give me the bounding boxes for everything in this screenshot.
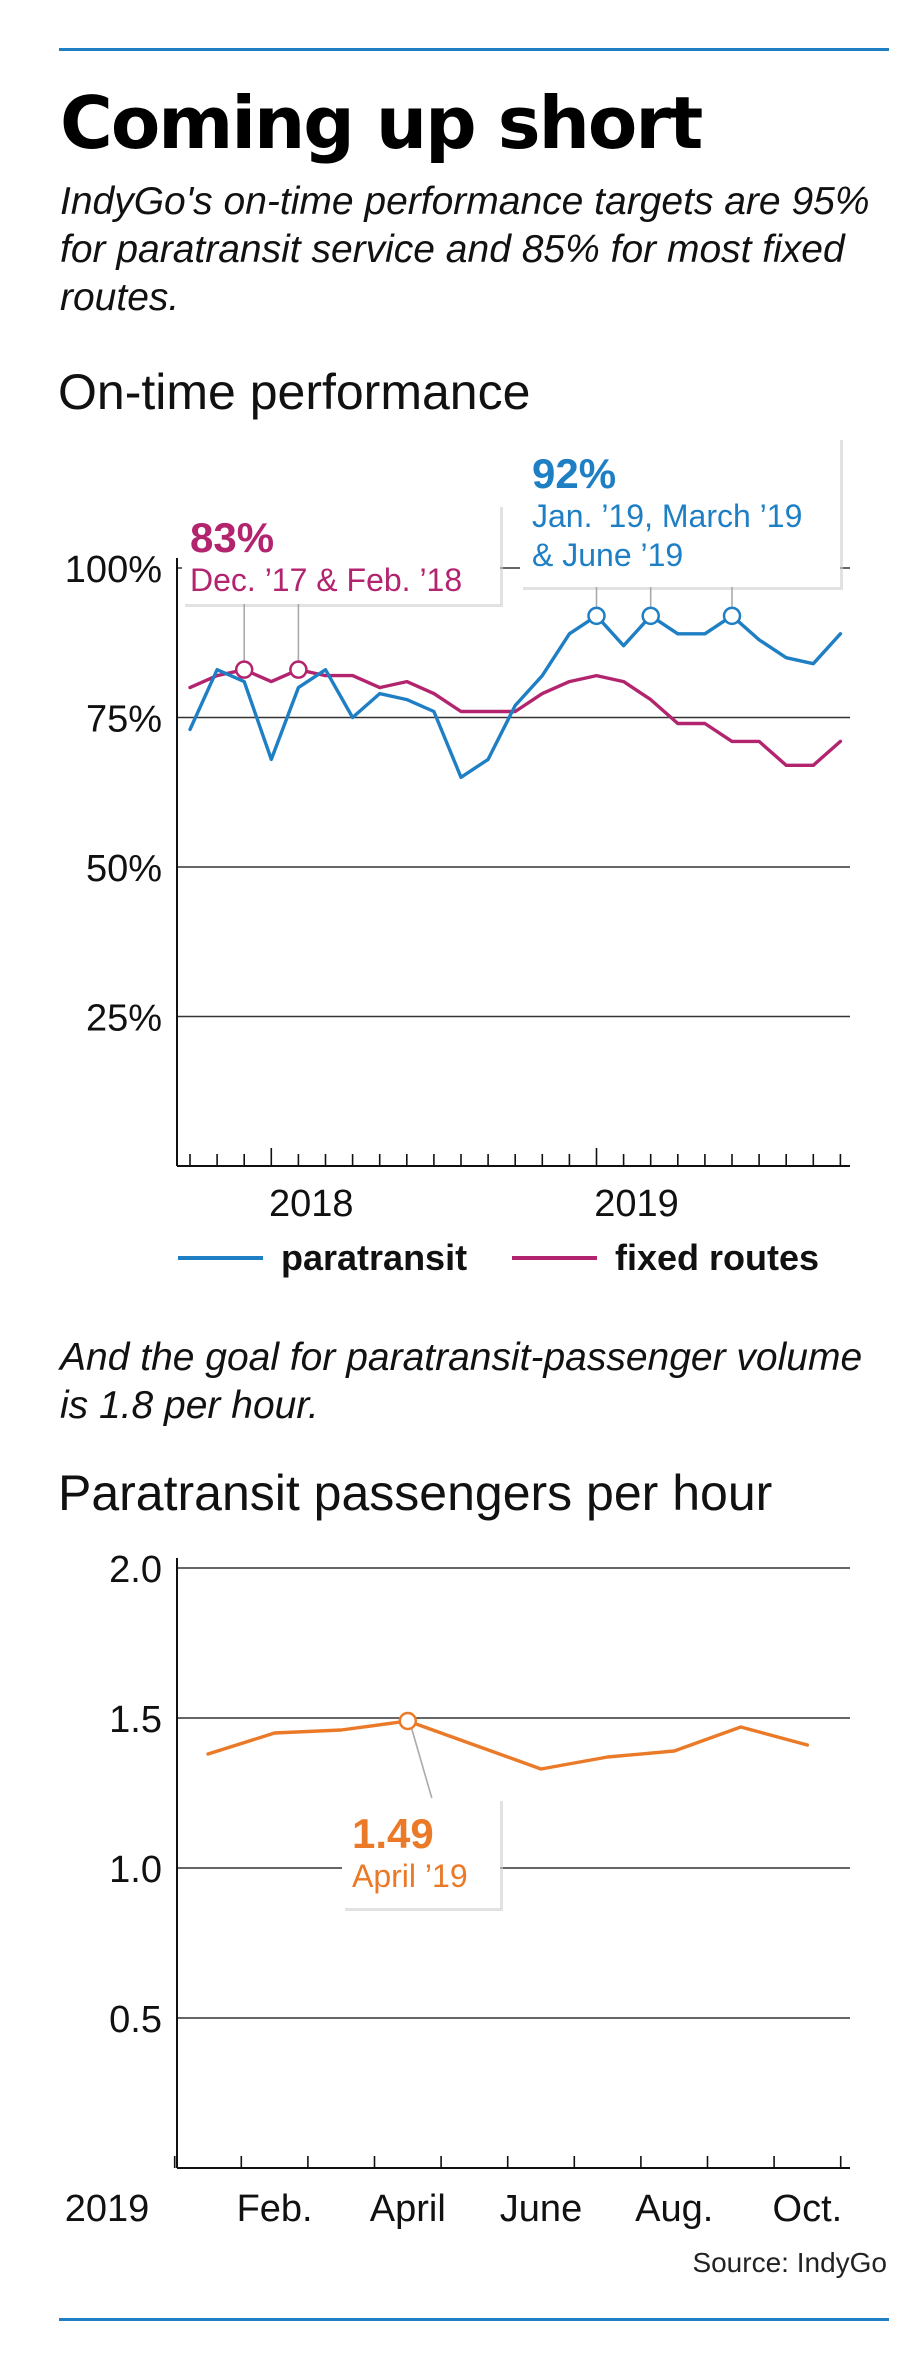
annotation-leader [411,1728,433,1799]
annotation-value: 92% [532,450,616,497]
annotation-marker [722,606,742,626]
y-tick-label: 25% [86,998,162,1040]
annotation-marker [289,660,308,679]
annotation-marker [587,606,606,626]
y-tick-label: 50% [86,848,162,890]
annotation-box-fixed-routes [182,504,500,604]
page-title: Coming up short [60,81,703,165]
chart-title-on-time: On-time performance [58,364,531,420]
annotation-value: 83% [190,514,274,561]
y-tick-label: 1.5 [109,1699,162,1741]
top-rule [59,48,889,51]
series-line-passengers [206,1719,810,1771]
annotation-box-passengers [342,1798,500,1908]
chart-title-passengers: Paratransit passengers per hour [58,1465,773,1521]
x-tick-label-2018: 2018 [269,1183,354,1225]
annotation-box-paratransit [520,437,840,587]
y-tick-label: 75% [86,699,162,741]
legend-label-paratransit: paratransit [281,1237,467,1278]
annotation-text: Dec. ’17 & Feb. ’18 [190,562,462,598]
annotation-marker [234,660,254,679]
annotation-text: & June ’19 [532,537,683,573]
x-tick-label: Oct. [773,2188,843,2230]
annotation-text: April ’19 [352,1858,468,1894]
y-tick-label: 1.0 [109,1849,162,1891]
x-tick-label: Aug. [635,2188,713,2230]
section-intro-text: And the goal for paratransit-passenger v… [60,1336,863,1427]
page-subtitle: IndyGo's on-time performance targets are… [60,180,870,319]
x-tick-label: June [500,2188,582,2230]
y-tick-label: 2.0 [109,1549,162,1591]
x-tick-label: 2019 [65,2188,150,2230]
y-tick-label: 100% [65,549,162,591]
legend-label-fixed-routes: fixed routes [615,1237,819,1278]
bottom-rule [59,2318,889,2321]
annotation-value: 1.49 [352,1810,434,1857]
annotation-text: Jan. ’19, March ’19 [532,498,802,534]
y-tick-label: 0.5 [109,1999,162,2041]
source-credit: Source: IndyGo [692,2247,887,2278]
x-tick-label-2019: 2019 [594,1183,679,1225]
x-tick-label: April [370,2188,446,2230]
annotation-marker [641,606,660,626]
series-line-paratransit [188,614,843,779]
x-tick-label: Feb. [237,2188,313,2230]
annotation-marker [398,1711,418,1731]
